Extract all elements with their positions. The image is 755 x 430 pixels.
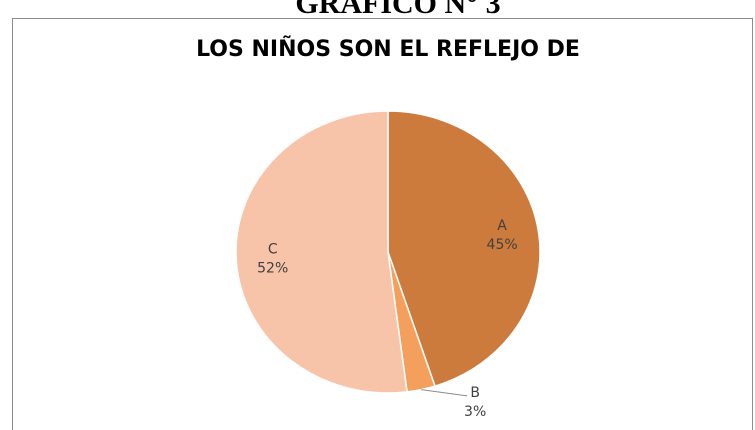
page-heading: GRÁFICO N° 3: [295, 0, 500, 20]
slice-value-label: 3%: [464, 404, 486, 420]
pie-slice: [387, 110, 541, 388]
leader-line: [421, 389, 468, 397]
slice-label: B: [470, 385, 480, 401]
slice-label: A: [497, 218, 507, 234]
slice-value-label: 52%: [257, 261, 288, 277]
chart-title: LOS NIÑOS SON EL REFLEJO DE: [196, 36, 580, 62]
slice-value-label: 45%: [487, 237, 518, 253]
slice-label: C: [268, 242, 278, 258]
pie-slice: [235, 110, 408, 394]
